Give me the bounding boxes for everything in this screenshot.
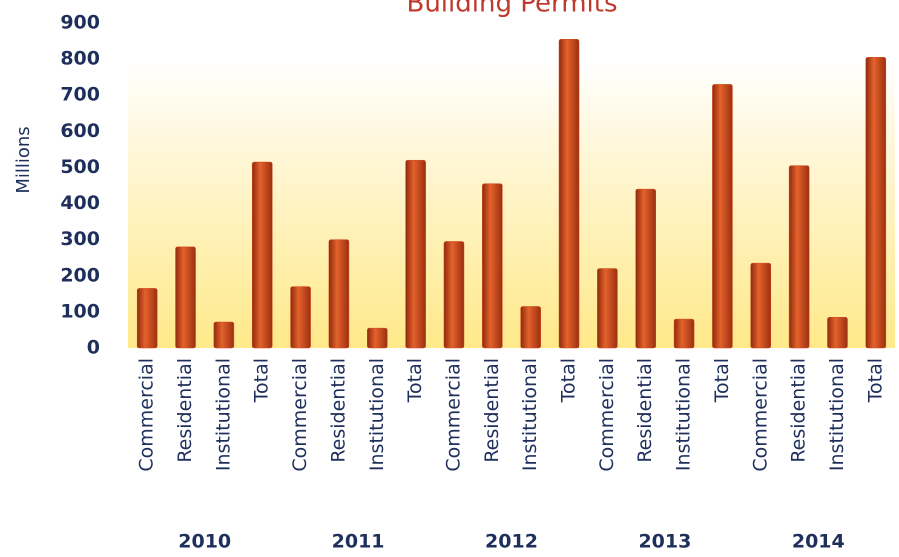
group-label: 2014 xyxy=(792,531,845,553)
y-tick-label: 0 xyxy=(87,337,100,359)
bar xyxy=(520,306,541,349)
x-tick-label: Commercial xyxy=(136,358,158,472)
bar xyxy=(673,318,695,349)
bar xyxy=(405,159,426,349)
x-tick-label: Commercial xyxy=(596,358,618,472)
y-tick-label: 300 xyxy=(60,228,100,250)
x-tick-label: Residential xyxy=(634,358,656,463)
bar xyxy=(712,84,733,349)
bar xyxy=(251,161,273,349)
bar xyxy=(635,188,656,349)
bar xyxy=(367,327,388,349)
x-tick-label: Institutional xyxy=(519,358,541,471)
group-label: 2012 xyxy=(485,531,538,553)
bar xyxy=(865,57,887,349)
x-tick-label: Total xyxy=(864,358,886,403)
y-tick-label: 200 xyxy=(60,264,100,286)
plot-background xyxy=(128,60,895,348)
bar xyxy=(175,246,196,349)
y-tick-label: 900 xyxy=(60,12,100,34)
y-tick-label: 500 xyxy=(60,156,100,178)
x-tick-label: Total xyxy=(558,358,580,403)
y-tick-label: 800 xyxy=(60,48,100,70)
bar xyxy=(558,39,580,349)
x-tick-label: Residential xyxy=(327,358,349,463)
group-label: 2011 xyxy=(332,531,385,553)
x-tick-label: Institutional xyxy=(366,358,388,471)
x-tick-label: Total xyxy=(251,358,273,403)
x-tick-label: Institutional xyxy=(212,358,234,471)
bar xyxy=(750,262,772,349)
x-tick-label: Commercial xyxy=(442,358,464,472)
y-axis-label: Millions xyxy=(13,126,34,193)
x-tick-label: Institutional xyxy=(826,358,848,471)
x-tick-label: Residential xyxy=(788,358,810,463)
x-tick-label: Total xyxy=(711,358,733,403)
y-tick-label: 400 xyxy=(60,192,100,214)
x-tick-label: Residential xyxy=(481,358,503,463)
y-tick-label: 100 xyxy=(60,300,100,322)
bar xyxy=(213,321,235,349)
chart-title: Building Permits xyxy=(406,0,617,19)
bar xyxy=(827,317,848,349)
x-tick-label: Institutional xyxy=(673,358,695,471)
bar xyxy=(788,165,810,349)
x-tick-label: Commercial xyxy=(289,358,311,472)
x-tick-label: Commercial xyxy=(749,358,771,472)
x-tick-label: Total xyxy=(404,358,426,403)
bar xyxy=(136,288,158,349)
bar xyxy=(482,183,503,349)
group-label: 2010 xyxy=(178,531,231,553)
bar xyxy=(443,241,465,349)
bar xyxy=(597,268,618,349)
x-tick-label: Residential xyxy=(174,358,196,463)
bar xyxy=(328,239,350,349)
y-tick-label: 700 xyxy=(60,84,100,106)
bar xyxy=(290,286,311,349)
y-tick-label: 600 xyxy=(60,120,100,142)
group-label: 2013 xyxy=(638,531,691,553)
